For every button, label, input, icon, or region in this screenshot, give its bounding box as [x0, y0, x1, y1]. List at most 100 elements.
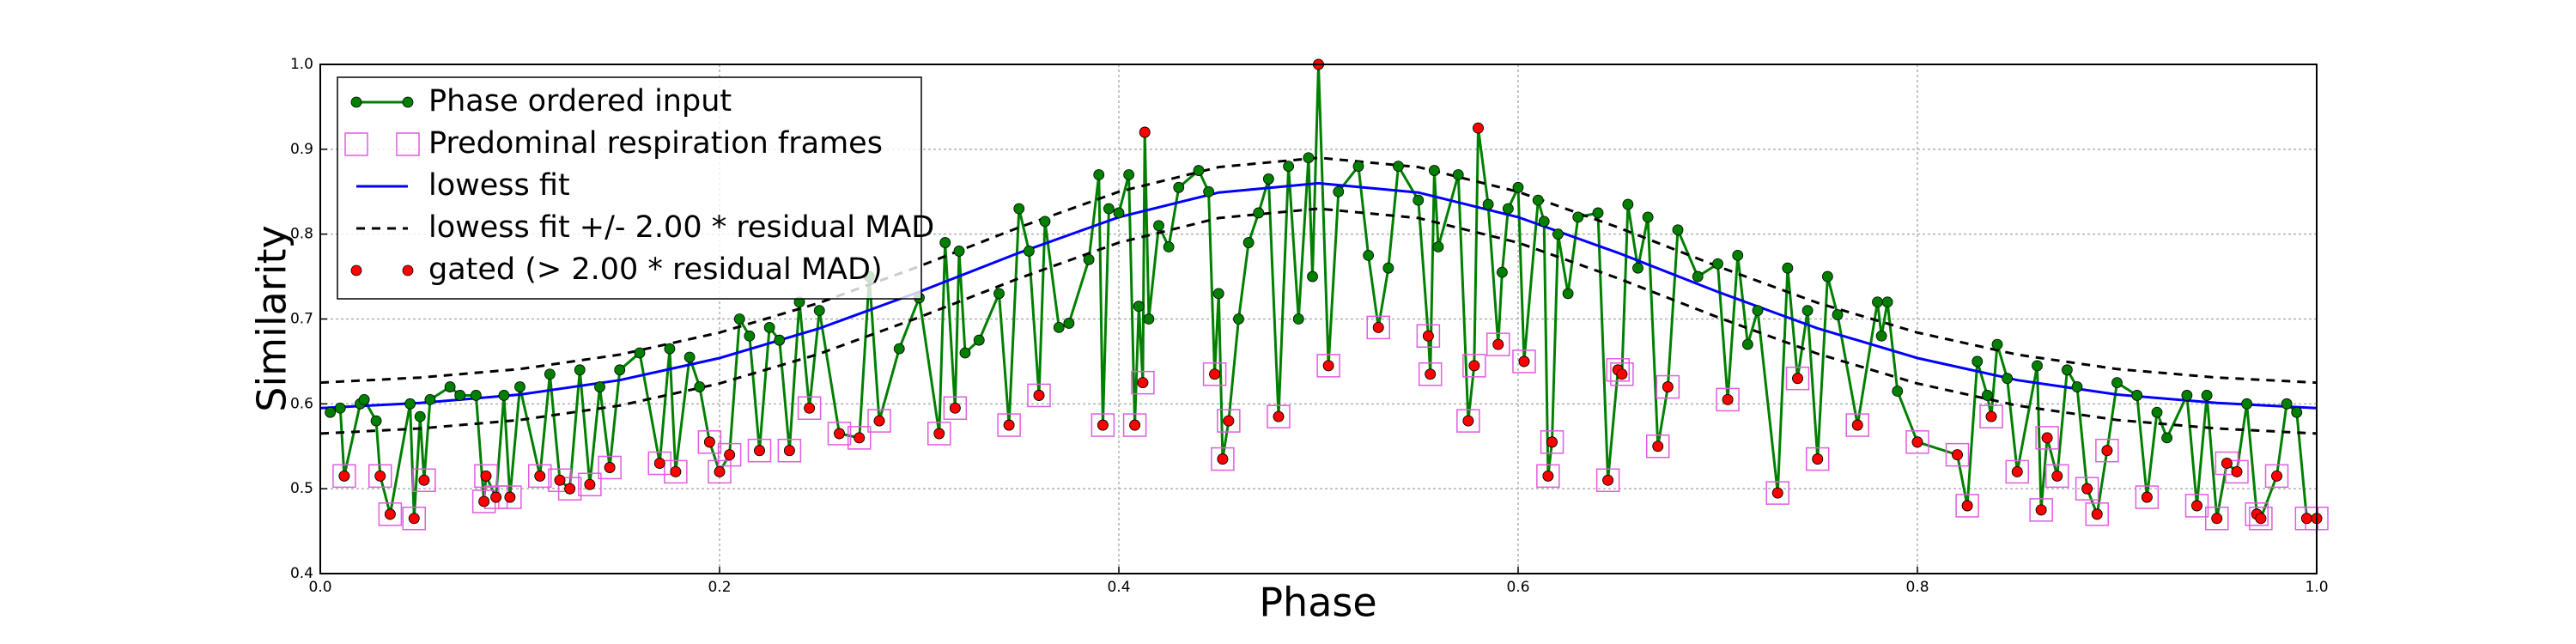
frame-marker [557, 477, 582, 501]
frame-marker [647, 451, 671, 476]
input-point [2111, 377, 2123, 389]
input-point [1752, 305, 1764, 317]
gated-point [408, 513, 420, 525]
gated-point [2041, 432, 2053, 444]
gated-point [2011, 466, 2023, 477]
gated-point [478, 495, 490, 507]
gated-point [374, 470, 386, 482]
input-point [1173, 181, 1185, 193]
frame-marker [548, 468, 572, 493]
y-tick-label: 0.5 [290, 480, 313, 497]
frame-marker [1536, 464, 1560, 489]
input-point [744, 330, 756, 342]
frame-marker [2095, 438, 2119, 463]
input-point [1622, 198, 1634, 210]
frame-marker [1765, 481, 1789, 505]
gated-point [754, 445, 765, 457]
input-point [1552, 228, 1564, 240]
gated-point [724, 449, 736, 461]
frame-marker [2029, 498, 2053, 522]
frame-marker [2085, 502, 2109, 526]
input-point [2241, 398, 2253, 410]
frame-marker [1646, 434, 1670, 459]
input-point [1093, 169, 1105, 180]
frame-marker [747, 438, 772, 463]
gated-point [1425, 368, 1437, 380]
input-point [1352, 161, 1364, 173]
legend-label: lowess fit [428, 168, 570, 203]
gated-point [2141, 491, 2153, 503]
frame-marker [1785, 366, 1810, 391]
gated-point [1468, 360, 1480, 372]
legend-label: Predominal respiration frames [428, 126, 883, 161]
gated-point [1322, 360, 1334, 372]
input-point [544, 368, 556, 380]
gated-point [504, 491, 516, 503]
input-point [1872, 296, 1883, 308]
gated-point [534, 470, 546, 482]
input-point [370, 415, 382, 427]
gated-point [1139, 126, 1151, 138]
frame-marker [2045, 464, 2069, 489]
gated-point [1952, 449, 1963, 461]
input-point [1123, 169, 1135, 180]
frame-marker [827, 422, 852, 446]
input-point [1307, 270, 1318, 283]
legend-label: gated (> 2.00 * residual MAD) [428, 252, 883, 287]
input-point [574, 364, 586, 376]
gated-point [1662, 381, 1674, 392]
gated-point [1273, 410, 1285, 422]
input-point [1133, 301, 1145, 313]
input-point [2181, 390, 2193, 401]
legend-swatch [402, 264, 414, 276]
input-point [1502, 203, 1514, 215]
gated-point [1003, 419, 1015, 431]
frame-marker [1416, 324, 1441, 349]
frame-marker [1131, 370, 1155, 395]
gated-point [703, 436, 715, 448]
input-point [454, 390, 466, 401]
gated-point [2101, 445, 2113, 457]
gated-point [2231, 466, 2243, 477]
input-point [1193, 165, 1205, 176]
input-point [498, 390, 510, 401]
gated-point [1771, 487, 1783, 499]
frame-marker [1806, 447, 1830, 471]
frame-marker [1462, 354, 1486, 378]
gated-point [1422, 330, 1434, 342]
input-point [2161, 432, 2173, 444]
gated-point [1542, 470, 1554, 482]
gated-point [564, 483, 576, 495]
frame-marker [867, 409, 891, 433]
gated-point [604, 462, 616, 473]
gated-point [2211, 513, 2223, 525]
input-point [358, 393, 370, 405]
input-point [334, 402, 346, 414]
input-point [470, 390, 482, 401]
gated-point [480, 470, 492, 482]
frame-marker [1211, 447, 1235, 471]
frame-marker [378, 502, 403, 526]
legend-swatch [344, 132, 368, 156]
frame-marker [1610, 361, 1634, 386]
input-point [1892, 386, 1904, 397]
frame-marker [368, 464, 392, 489]
gated-point [2091, 508, 2103, 520]
legend-swatch [396, 132, 420, 156]
frame-marker [1595, 468, 1620, 493]
input-point [634, 347, 646, 359]
input-point [1562, 288, 1574, 300]
input-point [1981, 390, 1993, 401]
input-point [1233, 313, 1244, 325]
frame-marker [2225, 459, 2249, 484]
y-tick-label: 0.7 [290, 311, 313, 328]
frame-marker [2075, 477, 2099, 501]
frame-marker [697, 430, 722, 454]
frame-marker [943, 396, 968, 421]
frame-marker [1486, 332, 1510, 356]
input-point [1572, 211, 1584, 223]
input-point [1532, 194, 1544, 206]
gated-point [2300, 513, 2312, 525]
frame-marker [1316, 354, 1340, 378]
x-tick-label: 0.4 [1107, 579, 1130, 596]
